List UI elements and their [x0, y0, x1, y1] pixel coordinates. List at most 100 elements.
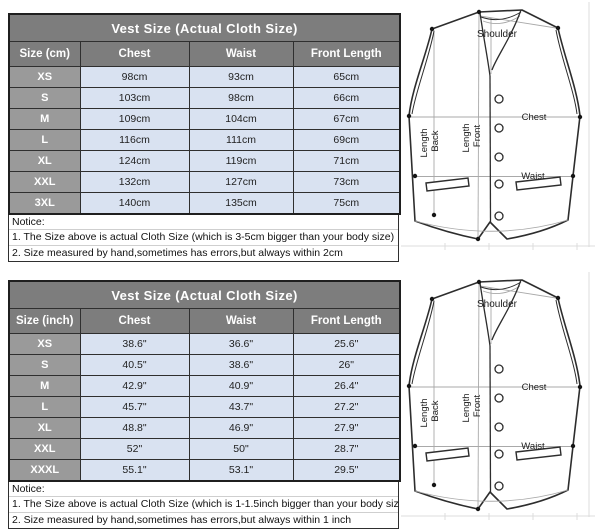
chest-cell: 116cm [79, 129, 190, 151]
chest-label: Chest [522, 382, 547, 393]
measure-dots [406, 9, 583, 242]
front-length-cell: 26.4" [292, 375, 401, 397]
back-length-label-word2: Length [419, 398, 430, 427]
neckline-left [479, 282, 491, 347]
waist-cell: 50" [188, 438, 294, 460]
notice-box-inch: Notice: 1. The Size above is actual Clot… [8, 482, 399, 529]
front-length-cell: 71cm [292, 150, 401, 172]
front-length-cell: 75cm [292, 192, 401, 215]
waist-cell: 40.9" [188, 375, 294, 397]
vest-detail-lines [411, 279, 578, 493]
table-row: M 42.9" 40.9" 26.4" [8, 375, 401, 397]
notice-line-1: 1. The Size above is actual Cloth Size (… [9, 496, 398, 512]
size-cell: XS [8, 333, 81, 355]
col-header-front-length: Front Length [292, 308, 401, 334]
shoulder-label: Shoulder [477, 29, 518, 40]
table-header-row: Size (inch) Chest Waist Front Length [8, 308, 401, 334]
table-title: Vest Size (Actual Cloth Size) [8, 13, 401, 42]
vest-diagram-inch: Shoulder Chest Waist Back Length Front L… [401, 272, 595, 520]
notice-label: Notice: [12, 483, 45, 495]
waist-cell: 111cm [188, 129, 294, 151]
chest-cell: 40.5" [79, 354, 190, 376]
table-row: XL 48.8" 46.9" 27.9" [8, 417, 401, 439]
neckline-right [491, 279, 522, 341]
waist-label: Waist [521, 441, 545, 452]
col-header-chest: Chest [79, 41, 190, 67]
col-header-size: Size (inch) [8, 308, 81, 334]
col-header-chest: Chest [79, 308, 190, 334]
waist-cell: 135cm [188, 192, 294, 215]
chest-cell: 98cm [79, 66, 190, 88]
notice-box-cm: Notice: 1. The Size above is actual Clot… [8, 215, 399, 262]
size-cell: XL [8, 150, 81, 172]
waist-cell: 119cm [188, 150, 294, 172]
waist-cell: 43.7" [188, 396, 294, 418]
notice-line-1: 1. The Size above is actual Cloth Size (… [9, 229, 398, 245]
front-length-label-word2: Length [461, 393, 472, 422]
vest-outline [408, 9, 581, 240]
chest-cell: 48.8" [79, 417, 190, 439]
waist-cell: 127cm [188, 171, 294, 193]
notice-label: Notice: [12, 216, 45, 228]
buttons [494, 364, 504, 491]
neckline-left [479, 12, 491, 77]
back-length-label-word1: Back [430, 130, 441, 151]
front-length-cell: 28.7" [292, 438, 401, 460]
front-length-cell: 73cm [292, 171, 401, 193]
waist-label: Waist [521, 171, 545, 182]
vest-detail-lines [411, 9, 578, 223]
table-title-row: Vest Size (Actual Cloth Size) [8, 280, 401, 309]
table-row: S 103cm 98cm 66cm [8, 87, 401, 109]
chest-cell: 132cm [79, 171, 190, 193]
notice-line-2: 2. Size measured by hand,sometimes has e… [9, 245, 398, 261]
armhole-right [555, 29, 578, 115]
col-header-front-length: Front Length [292, 41, 401, 67]
col-header-waist: Waist [188, 308, 294, 334]
collar-line [480, 11, 522, 21]
armhole-right [555, 299, 578, 385]
front-length-cell: 67cm [292, 108, 401, 130]
size-cell: L [8, 129, 81, 151]
table-row: L 45.7" 43.7" 27.2" [8, 396, 401, 418]
chest-cell: 109cm [79, 108, 190, 130]
chest-cell: 124cm [79, 150, 190, 172]
table-row: M 109cm 104cm 67cm [8, 108, 401, 130]
pocket-right [515, 446, 562, 461]
front-length-cell: 27.9" [292, 417, 401, 439]
front-length-cell: 29.5" [292, 459, 401, 482]
chest-cell: 140cm [79, 192, 190, 215]
front-length-cell: 69cm [292, 129, 401, 151]
table-row: 3XL 140cm 135cm 75cm [8, 192, 401, 215]
waist-cell: 93cm [188, 66, 294, 88]
size-table-cm: Vest Size (Actual Cloth Size) Size (cm) … [8, 13, 402, 215]
size-cell: 3XL [8, 192, 81, 215]
table-row: XS 38.6" 36.6" 25.6" [8, 333, 401, 355]
chest-cell: 103cm [79, 87, 190, 109]
size-cell: XS [8, 66, 81, 88]
back-length-label-word2: Length [419, 128, 430, 157]
front-length-label-word1: Front [472, 125, 483, 148]
background-gridlines [401, 272, 595, 520]
size-cell: L [8, 396, 81, 418]
measure-dots [406, 279, 583, 512]
pocket-left [425, 177, 470, 192]
shoulder-label: Shoulder [477, 299, 518, 310]
notice-line-2: 2. Size measured by hand,sometimes has e… [9, 512, 398, 528]
chest-label: Chest [522, 112, 547, 123]
col-header-size: Size (cm) [8, 41, 81, 67]
waist-cell: 38.6" [188, 354, 294, 376]
waist-cell: 53.1" [188, 459, 294, 482]
pocket-left [425, 447, 470, 462]
front-length-label-word2: Length [461, 123, 472, 152]
size-cell: M [8, 375, 81, 397]
armhole-left [411, 300, 435, 385]
front-length-cell: 66cm [292, 87, 401, 109]
size-table-cm-section: Vest Size (Actual Cloth Size) Size (cm) … [8, 13, 402, 262]
chest-cell: 52" [79, 438, 190, 460]
size-cell: S [8, 87, 81, 109]
table-row: L 116cm 111cm 69cm [8, 129, 401, 151]
vest-diagram-cm: Shoulder Chest Waist Back Length Front L… [401, 2, 595, 250]
table-header-row: Size (cm) Chest Waist Front Length [8, 41, 401, 67]
chest-cell: 42.9" [79, 375, 190, 397]
size-cell: S [8, 354, 81, 376]
